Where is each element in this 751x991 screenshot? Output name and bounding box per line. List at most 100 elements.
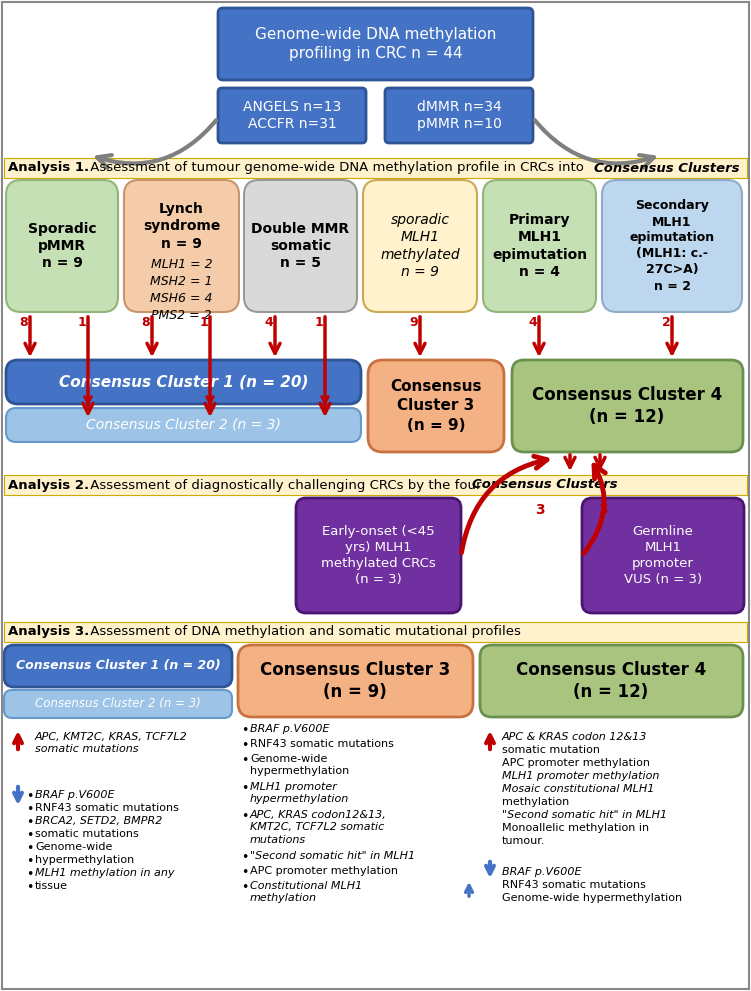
Text: 1: 1 [200, 315, 208, 328]
Text: Secondary
MLH1
epimutation
(MLH1: c.-
27C>A)
n = 2: Secondary MLH1 epimutation (MLH1: c.- 27… [629, 199, 714, 292]
Text: Consensus Cluster 4
(n = 12): Consensus Cluster 4 (n = 12) [532, 385, 722, 426]
Text: Genome-wide DNA methylation
profiling in CRC n = 44: Genome-wide DNA methylation profiling in… [255, 27, 496, 60]
FancyBboxPatch shape [238, 645, 473, 717]
Text: •: • [26, 881, 33, 894]
Text: •: • [26, 829, 33, 842]
Text: RNF43 somatic mutations: RNF43 somatic mutations [35, 803, 179, 813]
Text: Consensus Cluster 1 (n = 20): Consensus Cluster 1 (n = 20) [16, 659, 220, 673]
Text: 4: 4 [264, 315, 273, 328]
Text: APC, KMT2C, KRAS, TCF7L2
somatic mutations: APC, KMT2C, KRAS, TCF7L2 somatic mutatio… [35, 732, 188, 754]
FancyBboxPatch shape [218, 8, 533, 80]
FancyBboxPatch shape [512, 360, 743, 452]
Text: •: • [26, 868, 33, 881]
Text: 8: 8 [142, 315, 150, 328]
Text: Constitutional MLH1
methylation: Constitutional MLH1 methylation [250, 881, 362, 904]
FancyBboxPatch shape [6, 360, 361, 404]
Text: methylation: methylation [502, 797, 569, 807]
Text: 4: 4 [529, 315, 538, 328]
Text: Germline
MLH1
promoter
VUS (n = 3): Germline MLH1 promoter VUS (n = 3) [624, 525, 702, 586]
Text: APC, KRAS codon12&13,
KMT2C, TCF7L2 somatic
mutations: APC, KRAS codon12&13, KMT2C, TCF7L2 soma… [250, 810, 387, 844]
Text: Consensus
Cluster 3
(n = 9): Consensus Cluster 3 (n = 9) [391, 380, 481, 433]
Text: "Second somatic hit" in MLH1: "Second somatic hit" in MLH1 [502, 810, 667, 820]
Text: 8: 8 [20, 315, 29, 328]
FancyBboxPatch shape [6, 180, 118, 312]
Text: dMMR n=34
pMMR n=10: dMMR n=34 pMMR n=10 [417, 100, 502, 131]
Text: Analysis 3.: Analysis 3. [8, 625, 89, 638]
Text: Consensus Cluster 1 (n = 20): Consensus Cluster 1 (n = 20) [59, 375, 308, 389]
Text: Assessment of DNA methylation and somatic mutational profiles: Assessment of DNA methylation and somati… [86, 625, 521, 638]
FancyBboxPatch shape [368, 360, 504, 452]
FancyBboxPatch shape [385, 88, 533, 143]
Text: Lynch
syndrome
n = 9: Lynch syndrome n = 9 [143, 202, 220, 251]
Text: •: • [26, 816, 33, 829]
Text: 2: 2 [662, 315, 671, 328]
Text: Sporadic
pMMR
n = 9: Sporadic pMMR n = 9 [28, 222, 96, 271]
FancyBboxPatch shape [124, 180, 239, 312]
FancyBboxPatch shape [363, 180, 477, 312]
Text: Mosaic constitutional MLH1: Mosaic constitutional MLH1 [502, 784, 654, 794]
Text: BRAF p.V600E: BRAF p.V600E [35, 790, 114, 800]
Text: somatic mutation: somatic mutation [502, 745, 600, 755]
Text: RNF43 somatic mutations: RNF43 somatic mutations [250, 739, 394, 749]
FancyBboxPatch shape [218, 88, 366, 143]
Text: tumour.: tumour. [502, 836, 545, 846]
Bar [4, 475, 747, 495]
FancyBboxPatch shape [582, 498, 744, 613]
Text: APC promoter methylation: APC promoter methylation [250, 866, 398, 876]
Text: •: • [26, 803, 33, 816]
Text: "Second somatic hit" in MLH1: "Second somatic hit" in MLH1 [250, 851, 415, 861]
Bar [4, 158, 747, 178]
Text: •: • [26, 855, 33, 868]
Text: MLH1 promoter
hypermethylation: MLH1 promoter hypermethylation [250, 782, 349, 805]
Text: Assessment of tumour genome-wide DNA methylation profile in CRCs into: Assessment of tumour genome-wide DNA met… [86, 162, 588, 174]
Text: •: • [241, 810, 249, 823]
Text: •: • [241, 724, 249, 737]
FancyBboxPatch shape [483, 180, 596, 312]
Text: Genome-wide hypermethylation: Genome-wide hypermethylation [502, 893, 682, 903]
FancyBboxPatch shape [4, 690, 232, 718]
Text: Genome-wide
hypermethylation: Genome-wide hypermethylation [250, 754, 349, 776]
Text: RNF43 somatic mutations: RNF43 somatic mutations [502, 880, 646, 890]
Text: 3: 3 [535, 503, 544, 517]
Text: Analysis 2.: Analysis 2. [8, 479, 89, 492]
Text: •: • [26, 790, 33, 803]
FancyBboxPatch shape [480, 645, 743, 717]
FancyBboxPatch shape [4, 645, 232, 687]
Text: •: • [241, 851, 249, 864]
Text: Consensus Clusters: Consensus Clusters [594, 162, 740, 174]
Text: BRCA2, SETD2, BMPR2: BRCA2, SETD2, BMPR2 [35, 816, 162, 826]
Text: Early-onset (<45
yrs) MLH1
methylated CRCs
(n = 3): Early-onset (<45 yrs) MLH1 methylated CR… [321, 525, 436, 586]
Text: Consensus Clusters: Consensus Clusters [472, 479, 617, 492]
FancyBboxPatch shape [6, 408, 361, 442]
FancyBboxPatch shape [602, 180, 742, 312]
Text: 9: 9 [410, 315, 418, 328]
Text: Monoallelic methylation in: Monoallelic methylation in [502, 823, 649, 833]
Text: APC promoter methylation: APC promoter methylation [502, 758, 650, 768]
Text: Consensus Cluster 3
(n = 9): Consensus Cluster 3 (n = 9) [260, 661, 450, 701]
FancyBboxPatch shape [244, 180, 357, 312]
Text: •: • [26, 842, 33, 855]
Text: •: • [241, 866, 249, 879]
Text: Assessment of diagnostically challenging CRCs by the four: Assessment of diagnostically challenging… [86, 479, 486, 492]
Text: MLH1 promoter methylation: MLH1 promoter methylation [502, 771, 659, 781]
Text: sporadic
MLH1
methylated
n = 9: sporadic MLH1 methylated n = 9 [380, 213, 460, 278]
FancyBboxPatch shape [296, 498, 461, 613]
Text: •: • [241, 739, 249, 752]
Text: Double MMR
somatic
n = 5: Double MMR somatic n = 5 [252, 222, 349, 271]
Text: Consensus Cluster 2 (n = 3): Consensus Cluster 2 (n = 3) [35, 698, 201, 711]
Text: 1: 1 [315, 315, 324, 328]
Text: APC & KRAS codon 12&13: APC & KRAS codon 12&13 [502, 732, 647, 742]
Text: Consensus Cluster 4
(n = 12): Consensus Cluster 4 (n = 12) [516, 661, 706, 701]
Text: MLH1 = 2
MSH2 = 1
MSH6 = 4
PMS2 = 2: MLH1 = 2 MSH2 = 1 MSH6 = 4 PMS2 = 2 [150, 258, 213, 322]
Text: somatic mutations: somatic mutations [35, 829, 139, 839]
Text: ANGELS n=13
ACCFR n=31: ANGELS n=13 ACCFR n=31 [243, 100, 341, 131]
Text: •: • [241, 881, 249, 894]
Text: hypermethylation: hypermethylation [35, 855, 134, 865]
Text: BRAF p.V600E: BRAF p.V600E [250, 724, 330, 734]
Text: •: • [241, 782, 249, 795]
Text: BRAF p.V600E: BRAF p.V600E [502, 867, 581, 877]
Text: 1: 1 [77, 315, 86, 328]
Text: Primary
MLH1
epimutation
n = 4: Primary MLH1 epimutation n = 4 [492, 213, 587, 278]
Text: MLH1 methylation in any: MLH1 methylation in any [35, 868, 174, 878]
Text: tissue: tissue [35, 881, 68, 891]
